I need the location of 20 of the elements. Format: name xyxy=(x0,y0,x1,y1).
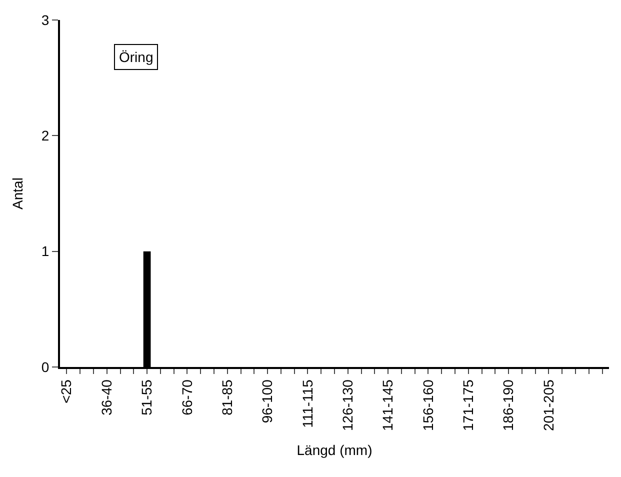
x-tick-label: 36-40 xyxy=(98,379,114,416)
x-tick-label: 141-145 xyxy=(380,379,396,431)
x-axis-title: Längd (mm) xyxy=(296,442,372,458)
y-tick-label: 0 xyxy=(41,358,50,375)
annotation: Öring xyxy=(119,49,154,65)
x-tick-label: <25 xyxy=(58,379,74,404)
x-tick-label: 81-85 xyxy=(218,379,235,416)
x-tick-label: 96-100 xyxy=(259,379,276,424)
y-tick-label: 2 xyxy=(41,128,50,144)
y-tick-label: 3 xyxy=(41,12,50,28)
x-tick-label: 51-55 xyxy=(138,379,155,416)
x-tick-label: 186-190 xyxy=(500,379,516,431)
x-tick-label: 201-205 xyxy=(540,379,556,431)
y-axis-title: Antal xyxy=(10,178,26,210)
x-tick-label: 156-160 xyxy=(420,379,436,431)
x-tick-label: 126-130 xyxy=(339,379,356,431)
x-tick-label: 66-70 xyxy=(178,379,195,416)
x-tick-label: 171-175 xyxy=(460,379,476,431)
x-tick-label: 111-115 xyxy=(299,379,316,428)
y-tick-label: 1 xyxy=(41,243,50,260)
